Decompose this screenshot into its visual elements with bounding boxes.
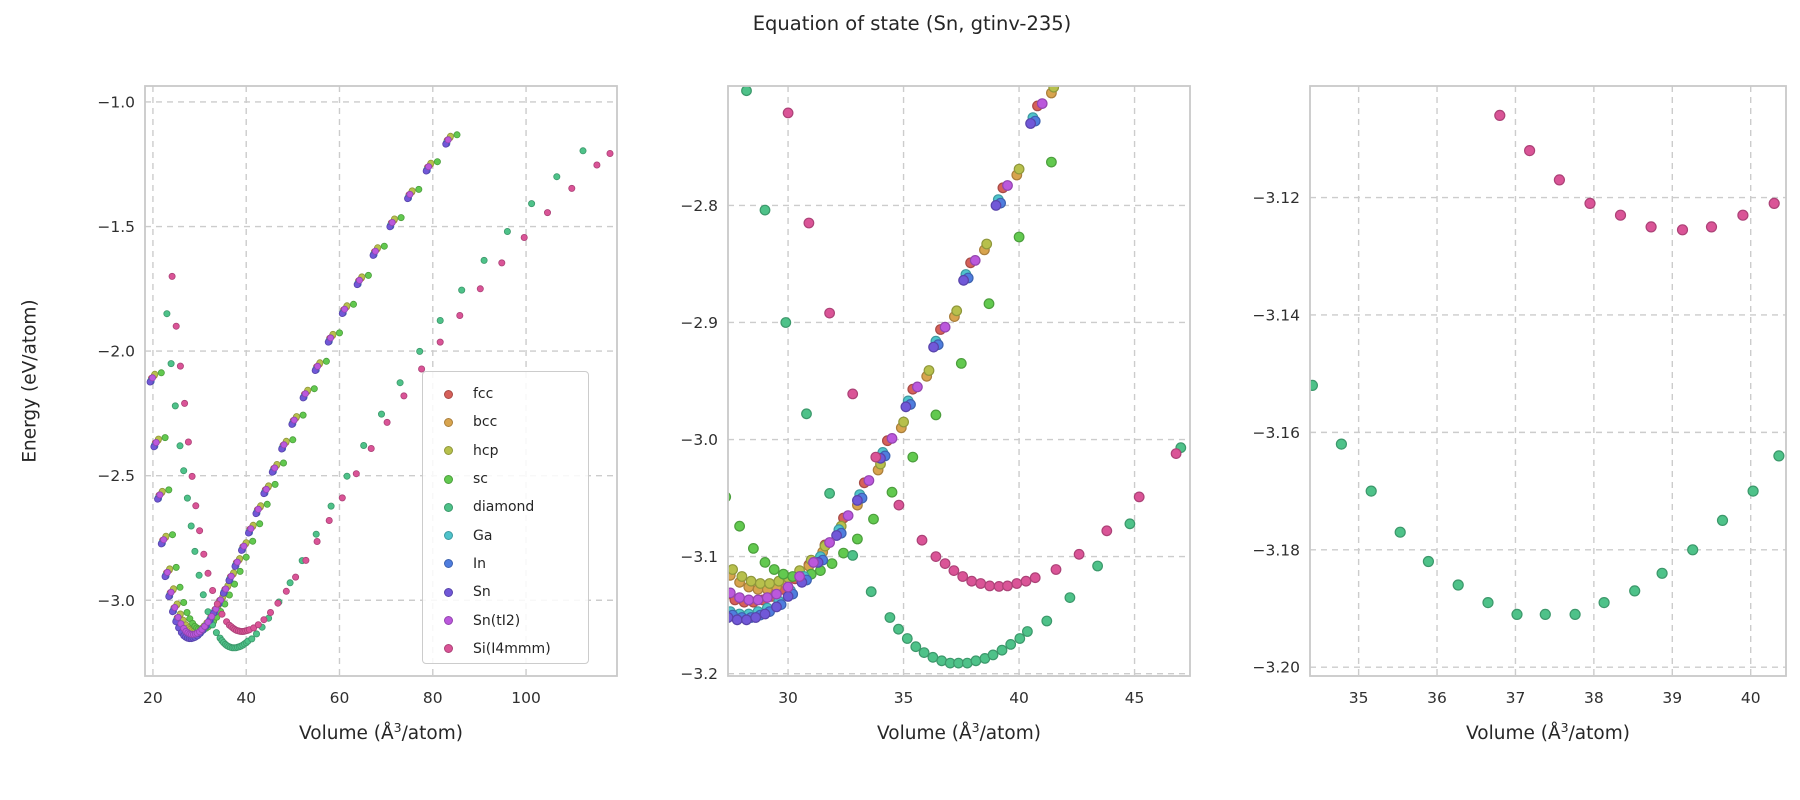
panel-2: 30 35 40 45 −2.8 −2.9 −3.0 −3.1 −3.2 [680, 85, 1191, 707]
x-tick-label: 30 [778, 689, 798, 707]
y-tick-label: −3.0 [680, 431, 718, 449]
x-tick-label: 40 [236, 689, 256, 707]
x-axis-label-text: /atom) [401, 723, 463, 745]
legend-item-label: In [473, 555, 487, 572]
series-Sn(tI2) [728, 98, 1048, 606]
x-tick-label: 36 [1427, 689, 1447, 707]
y-tick-label: −1.5 [97, 218, 135, 236]
x-axis-label-sup: 3 [1560, 720, 1569, 735]
y-tick-label: −2.8 [680, 197, 718, 215]
legend-marker-icon [444, 531, 453, 541]
tick-labels: 35 36 37 38 39 40 −3.12 −3.14 −3.16 −3.18 −3.20 [1253, 189, 1761, 707]
series-Sn(tI2) [148, 136, 452, 638]
legend-marker-icon [444, 446, 453, 456]
x-axis-label-text: /atom) [1568, 723, 1630, 745]
legend-item-label: hcp [473, 442, 499, 459]
x-axis-label-sup: 3 [393, 720, 402, 735]
x-tick-label: 40 [1741, 689, 1761, 707]
legend-item: fcc [423, 380, 588, 408]
y-tick-label: −3.0 [97, 592, 135, 610]
y-tick-label: −2.5 [97, 467, 135, 485]
y-axis-label: Energy (eV/atom) [19, 299, 41, 463]
legend-item-label: diamond [473, 499, 535, 516]
series-diamond [163, 147, 587, 652]
legend-item: sc [423, 465, 588, 493]
scatter-points [728, 86, 1187, 669]
legend-marker-icon [444, 474, 453, 484]
x-axis-label-text: Volume (Å [299, 723, 394, 745]
y-tick-label: −3.2 [680, 665, 718, 683]
x-tick-label: 35 [1349, 689, 1369, 707]
legend-item: Sn(tI2) [423, 606, 588, 634]
legend-item: diamond [423, 493, 588, 521]
series-diamond [741, 86, 1187, 669]
x-tick-label: 38 [1584, 689, 1604, 707]
x-tick-label: 40 [1009, 689, 1029, 707]
y-tick-label: −3.1 [680, 548, 718, 566]
scatter-points [146, 131, 614, 652]
x-tick-label: 80 [423, 689, 443, 707]
page-title: Equation of state (Sn, gtinv-235) [752, 12, 1072, 35]
legend-marker-icon [444, 587, 453, 597]
legend-item: Sn [423, 578, 588, 606]
legend-item-label: Ga [473, 527, 493, 544]
legend-marker-icon [444, 389, 453, 399]
y-tick-label: −1.0 [97, 93, 135, 111]
x-tick-label: 45 [1125, 689, 1145, 707]
series-Si(I4mmm) [1494, 109, 1780, 236]
series-Si(I4mmm) [168, 149, 614, 636]
x-tick-label: 35 [894, 689, 914, 707]
legend-marker-icon [444, 417, 453, 427]
x-axis-label-panel2: Volume (Å3/atom) [789, 720, 1129, 744]
legend-item: Ga [423, 521, 588, 549]
series-diamond [1310, 379, 1785, 621]
legend-item-label: Sn(tI2) [473, 612, 521, 629]
x-axis-label-text: Volume (Å [877, 723, 972, 745]
legend-marker-icon [444, 559, 453, 569]
legend-item-label: sc [473, 471, 488, 488]
legend-item: hcp [423, 437, 588, 465]
tick-labels: 30 35 40 45 −2.8 −2.9 −3.0 −3.1 −3.2 [680, 197, 1144, 707]
legend: fcc bcc hcp sc diamond Ga In Sn Sn(tI2) Si(I4mmm) [422, 371, 589, 664]
legend-item-label: Si(I4mmm) [473, 640, 551, 657]
series-sc [728, 156, 1057, 582]
scatter-points [1310, 109, 1785, 621]
y-tick-label: −2.9 [680, 314, 718, 332]
legend-item: In [423, 550, 588, 578]
y-tick-label: −3.12 [1253, 189, 1301, 207]
gridlines [1310, 86, 1786, 676]
x-axis-label-panel1: Volume (Å3/atom) [211, 720, 551, 744]
legend-marker-icon [444, 502, 453, 512]
y-tick-label: −3.14 [1253, 306, 1301, 324]
x-tick-label: 37 [1506, 689, 1526, 707]
x-axis-label-text: Volume (Å [1466, 723, 1561, 745]
legend-item: bcc [423, 408, 588, 436]
x-tick-label: 60 [330, 689, 350, 707]
tick-labels: 20 40 60 80 100 −1.0 −1.5 −2.0 −2.5 −3.0 [97, 93, 540, 707]
x-axis-label-sup: 3 [971, 720, 980, 735]
y-tick-label: −3.18 [1253, 541, 1301, 559]
panel-3: 35 36 37 38 39 40 −3.12 −3.14 −3.16 −3.18 −3.20 [1253, 85, 1787, 707]
legend-item-label: Sn [473, 584, 491, 601]
legend-marker-icon [444, 616, 453, 626]
y-tick-label: −3.16 [1253, 424, 1301, 442]
y-tick-label: −2.0 [97, 343, 135, 361]
x-axis-label-text: /atom) [979, 723, 1041, 745]
x-tick-label: 20 [143, 689, 163, 707]
legend-item-label: fcc [473, 386, 494, 403]
x-axis-label-panel3: Volume (Å3/atom) [1378, 720, 1718, 744]
x-tick-label: 100 [511, 689, 541, 707]
series-Si(I4mmm) [782, 107, 1182, 592]
gridlines [728, 86, 1190, 676]
x-tick-label: 39 [1662, 689, 1682, 707]
legend-marker-icon [444, 644, 453, 654]
legend-item: Si(I4mmm) [423, 635, 588, 663]
y-tick-label: −3.20 [1253, 659, 1301, 677]
legend-item-label: bcc [473, 414, 498, 431]
